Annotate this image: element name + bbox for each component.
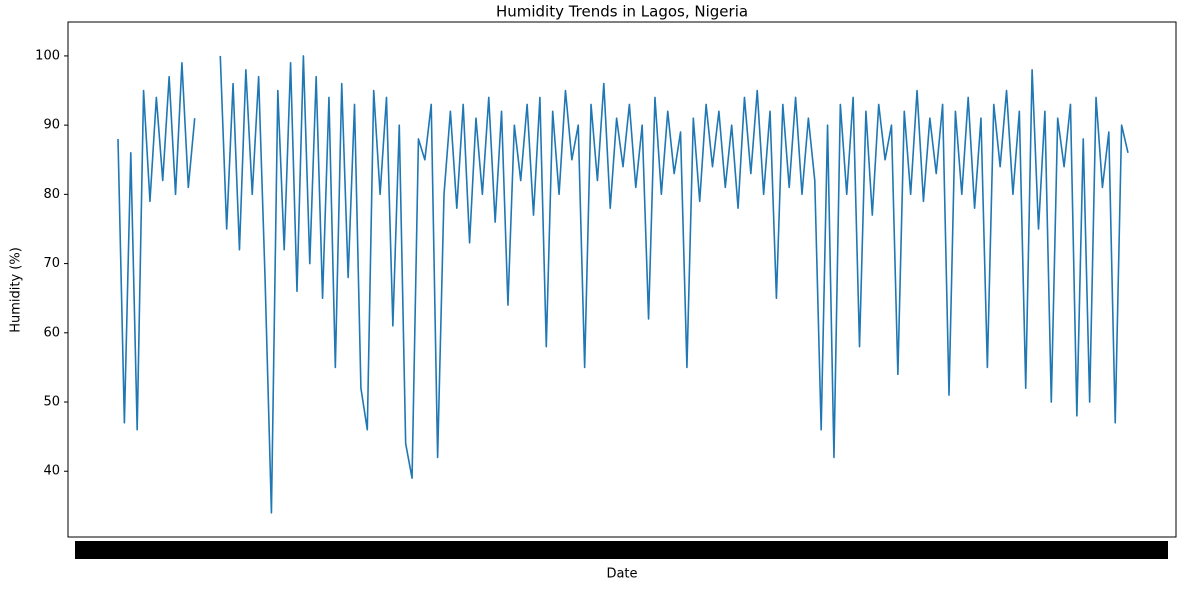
x-axis-label: Date [606,567,637,582]
chart-title: Humidity Trends in Lagos, Nigeria [496,3,748,21]
y-tick-label: 90 [43,118,60,133]
y-axis-label: Humidity (%) [9,247,24,333]
y-tick-label: 60 [43,325,60,340]
y-tick-label: 50 [43,395,60,410]
y-tick-label: 80 [43,187,60,202]
y-tick-label: 40 [43,464,60,479]
y-tick-label: 70 [43,256,60,271]
plot-frame [67,21,1177,538]
y-tick-label: 100 [35,48,60,63]
x-tick-labels-overlap [75,541,1168,559]
data-line [117,55,1129,514]
